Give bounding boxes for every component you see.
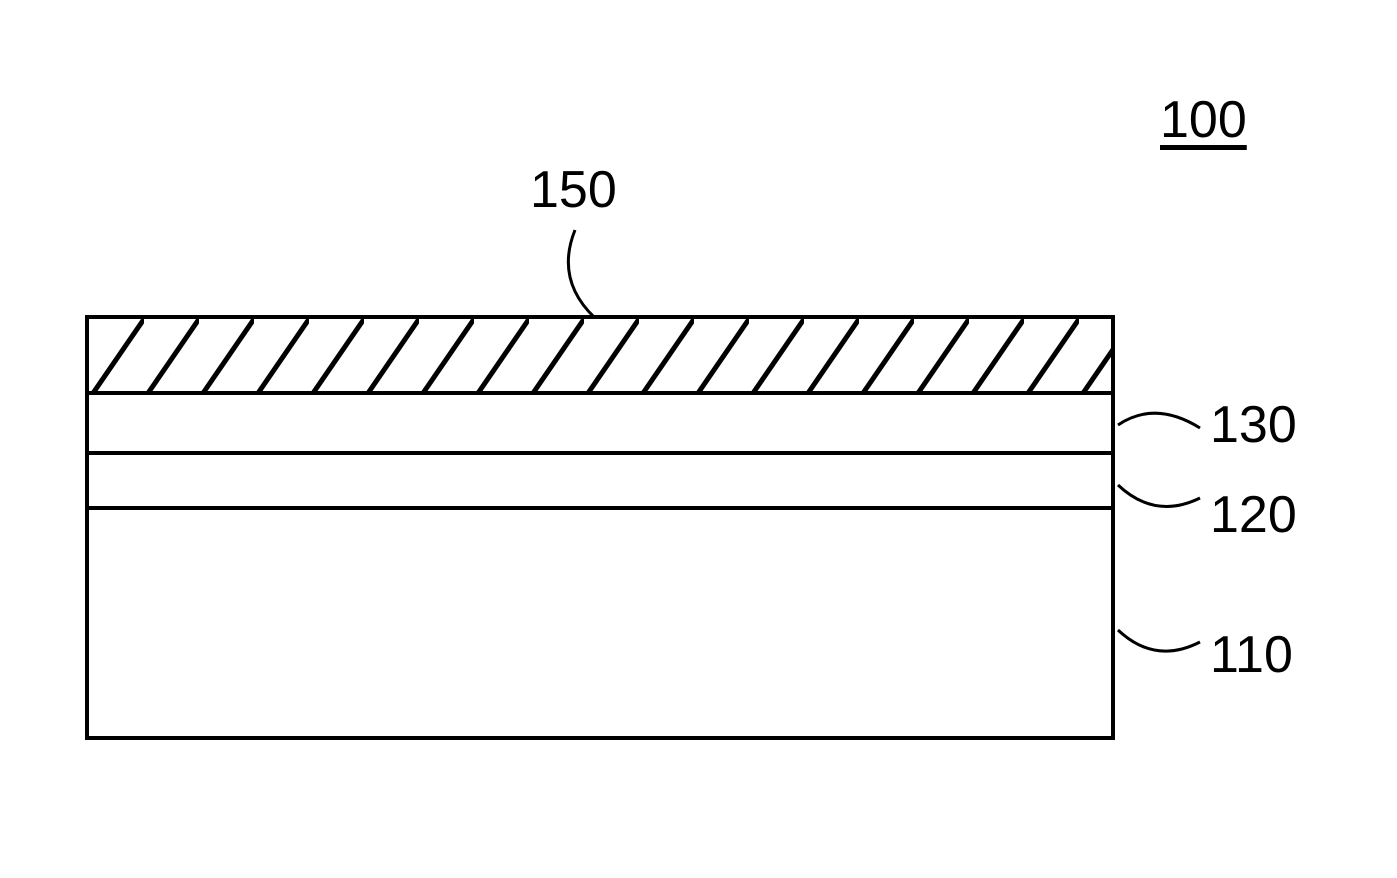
diagram-container: 100 150 130 120 110 [0, 0, 1397, 878]
label-120: 120 [1210, 485, 1297, 545]
label-110: 110 [1210, 625, 1293, 685]
assembly-label: 100 [1160, 90, 1247, 150]
layer-150 [85, 315, 1115, 395]
label-130: 130 [1210, 395, 1297, 455]
layer-110 [85, 510, 1115, 740]
label-150: 150 [530, 160, 617, 220]
layer-130 [85, 395, 1115, 455]
layer-120 [85, 455, 1115, 510]
